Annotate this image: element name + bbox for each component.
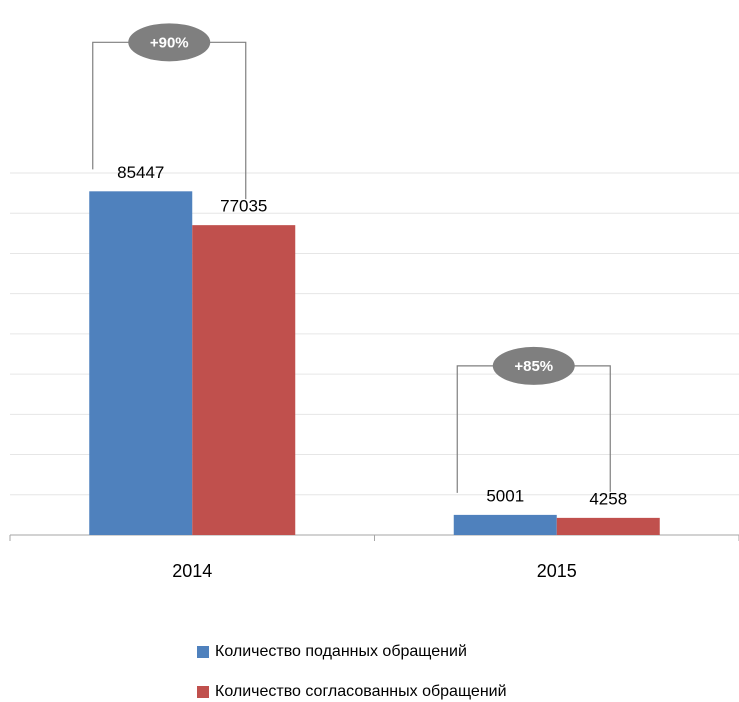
legend-swatch [197,686,209,698]
legend-swatch [197,646,209,658]
legend-label: Количество согласованных обращений [215,683,507,700]
bar [556,517,660,535]
data-label: 77035 [220,197,267,216]
annotation-badge [492,346,575,385]
data-label: 4258 [589,489,627,508]
annotation-bracket [92,41,247,200]
x-tick-label: 2014 [172,561,212,581]
bar [89,191,193,535]
x-tick-label: 2015 [537,561,577,581]
annotation-label: +85% [514,358,553,375]
bar [192,225,296,535]
legend-label: Количество поданных обращений [215,643,467,660]
annotation-label: +90% [150,34,189,51]
bar [453,514,557,535]
data-label: 85447 [117,163,164,182]
data-label: 5001 [486,486,524,505]
annotation-bracket [456,365,611,493]
annotation-badge [128,23,211,62]
